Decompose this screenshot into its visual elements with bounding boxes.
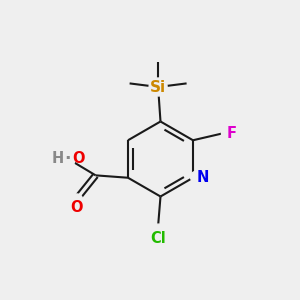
Circle shape [151, 224, 165, 238]
Text: H: H [51, 151, 64, 166]
Circle shape [149, 78, 167, 96]
Circle shape [56, 149, 75, 168]
Text: O: O [73, 151, 85, 166]
Text: Si: Si [150, 80, 166, 94]
Circle shape [71, 194, 83, 206]
Text: N: N [196, 170, 209, 184]
Text: Cl: Cl [150, 231, 166, 246]
Text: F: F [227, 126, 237, 141]
Text: O: O [70, 200, 83, 215]
Text: ·: · [65, 150, 71, 168]
Circle shape [221, 128, 232, 139]
Circle shape [190, 171, 202, 183]
